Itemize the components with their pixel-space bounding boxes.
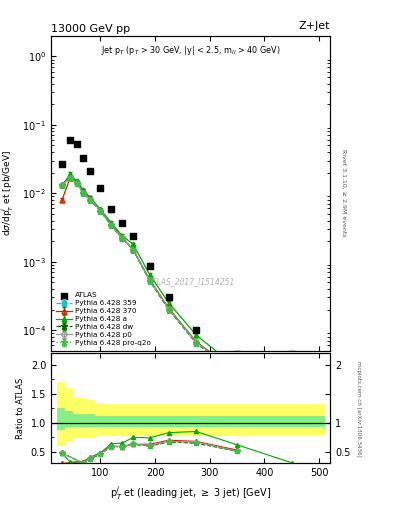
X-axis label: p$_T^j$ et (leading jet, $\geq$ 3 jet) [GeV]: p$_T^j$ et (leading jet, $\geq$ 3 jet) [… (110, 484, 271, 502)
ATLAS (147, 262, 153, 270)
ATLAS (119, 219, 125, 227)
ATLAS (130, 231, 136, 240)
ATLAS (289, 350, 295, 358)
Text: 13000 GeV pp: 13000 GeV pp (51, 24, 130, 34)
Y-axis label: Ratio to ATLAS: Ratio to ATLAS (16, 378, 25, 439)
Text: Z+Jet: Z+Jet (299, 21, 330, 31)
Legend: ATLAS, Pythia 6.428 359, Pythia 6.428 370, Pythia 6.428 a, Pythia 6.428 dw, Pyth: ATLAS, Pythia 6.428 359, Pythia 6.428 37… (55, 291, 152, 347)
Text: Jet p$_T$ (p$_T$ > 30 GeV, |y| < 2.5, m$_{ll}$ > 40 GeV): Jet p$_T$ (p$_T$ > 30 GeV, |y| < 2.5, m$… (101, 44, 280, 57)
ATLAS (87, 167, 94, 175)
ATLAS (234, 350, 240, 358)
Y-axis label: mcplots.cern.ch [arXiv:1306.3436]: mcplots.cern.ch [arXiv:1306.3436] (356, 360, 362, 456)
ATLAS (108, 205, 114, 214)
Text: ATLAS_2017_I1514251: ATLAS_2017_I1514251 (147, 277, 234, 286)
ATLAS (73, 140, 80, 148)
ATLAS (59, 160, 65, 168)
ATLAS (67, 136, 73, 144)
ATLAS (193, 326, 199, 334)
ATLAS (80, 154, 86, 162)
ATLAS (165, 293, 172, 302)
Y-axis label: d$\sigma$/dp$_T^j$ et [pb/GeV]: d$\sigma$/dp$_T^j$ et [pb/GeV] (0, 150, 17, 237)
Y-axis label: Rivet 3.1.10, ≥ 2.9M events: Rivet 3.1.10, ≥ 2.9M events (341, 150, 346, 237)
ATLAS (97, 184, 103, 192)
